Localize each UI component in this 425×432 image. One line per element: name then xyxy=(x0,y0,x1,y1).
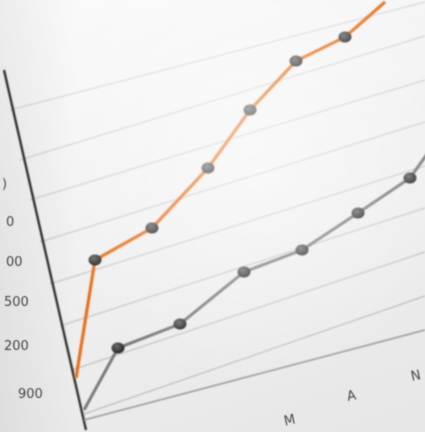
data-point-marker xyxy=(243,104,257,116)
data-point-marker xyxy=(295,244,309,256)
data-point-marker xyxy=(338,31,352,43)
y-tick-label: 0 xyxy=(6,215,14,230)
x-tick-label: A xyxy=(346,388,358,405)
data-point-marker xyxy=(145,222,159,234)
series-layer xyxy=(74,0,425,411)
y-tick-label: 900 xyxy=(18,387,43,402)
data-point-marker xyxy=(351,207,365,219)
data-point-marker xyxy=(111,342,125,354)
x-tick-label: M xyxy=(283,412,297,429)
data-point-marker xyxy=(403,172,417,184)
data-point-marker xyxy=(237,266,251,278)
gridline xyxy=(49,165,425,285)
gray-series-line xyxy=(82,154,425,411)
y-tick-label: ) xyxy=(2,177,7,192)
gridline xyxy=(83,295,425,415)
data-point-marker xyxy=(88,254,102,266)
data-point-marker xyxy=(289,55,303,67)
y-tick-label: 00 xyxy=(6,255,23,270)
y-tick-label: 200 xyxy=(4,339,29,354)
gridline xyxy=(9,1,425,111)
data-point-marker xyxy=(173,318,187,330)
orange-series-line xyxy=(74,0,387,379)
y-axis xyxy=(2,69,88,431)
x-tick-labels: M A N xyxy=(283,368,423,429)
data-point-marker xyxy=(201,162,215,174)
x-axis xyxy=(83,329,425,421)
gridline xyxy=(39,121,425,243)
x-tick-label: N xyxy=(410,368,423,385)
y-tick-label: 500 xyxy=(4,295,29,310)
